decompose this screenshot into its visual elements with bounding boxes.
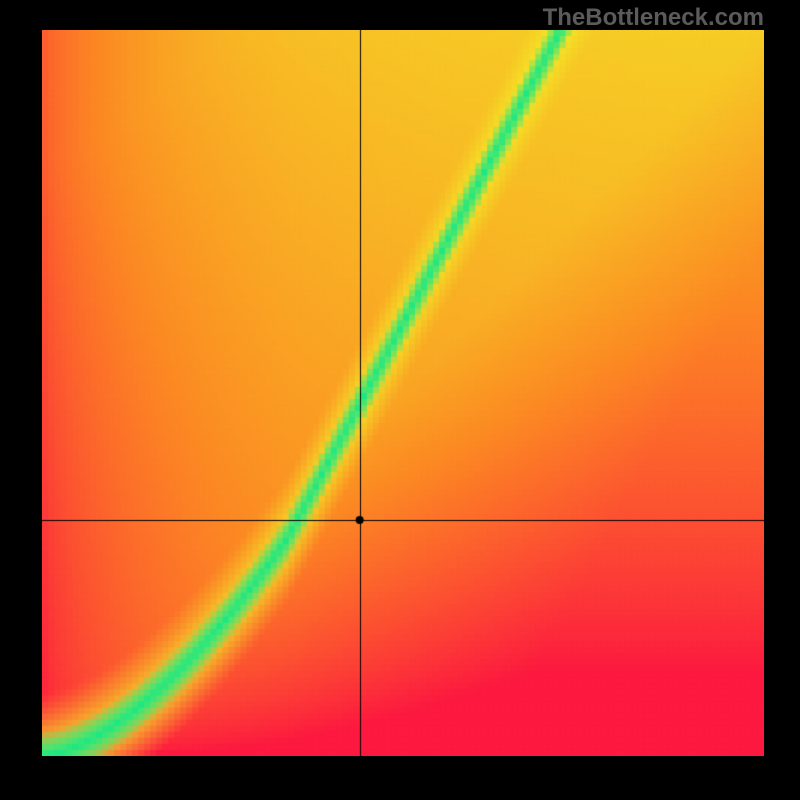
- chart-container: TheBottleneck.com: [0, 0, 800, 800]
- watermark-text: TheBottleneck.com: [543, 4, 764, 32]
- bottleneck-heatmap: [42, 30, 764, 756]
